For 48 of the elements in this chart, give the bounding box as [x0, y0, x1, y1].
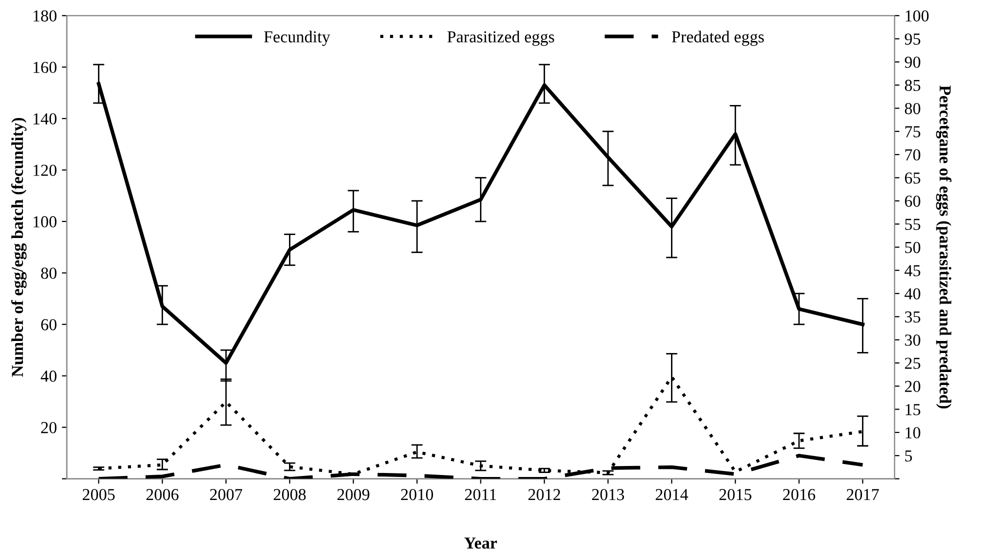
y2-tick-label: 10 [906, 427, 920, 438]
x-tick-label: 2011 [465, 488, 496, 500]
y2-tick-label: 70 [905, 149, 920, 161]
y2-tick-label: 85 [904, 80, 920, 92]
y2-axis-title: Percetgane of eggs (parasitized and predated) [936, 86, 952, 408]
y2-tick-label: 40 [904, 288, 920, 300]
x-tick-label: 2016 [783, 488, 816, 500]
y-axis-title: Number of egg/egg batch (fecundity) [11, 118, 27, 377]
y-tick-label: 100 [34, 216, 56, 228]
x-tick-label: 2007 [210, 488, 242, 500]
y2-tick-label: 55 [905, 218, 920, 230]
x-tick-label: 2008 [274, 488, 306, 500]
y2-tick-label: 75 [905, 126, 920, 138]
y2-tick-label: 90 [904, 56, 920, 68]
y2-tick-label: 65 [904, 172, 920, 184]
x-tick-label: 2015 [719, 488, 752, 500]
y-tick-label: 120 [34, 164, 56, 176]
y2-tick-label: 80 [904, 102, 920, 114]
y2-tick-label: 50 [905, 242, 920, 254]
x-tick-label: 2013 [592, 488, 624, 500]
x-tick-label: 2005 [82, 488, 115, 500]
y2-tick-label: 60 [904, 196, 920, 207]
y2-tick-label: 95 [904, 34, 920, 45]
y2-tick-label: 35 [905, 311, 920, 323]
y-tick-label: 160 [34, 62, 56, 74]
y-tick-label: 20 [41, 422, 56, 434]
y2-tick-label: 25 [904, 358, 920, 369]
y2-tick-label: 30 [905, 334, 920, 346]
x-tick-label: 2012 [528, 488, 560, 500]
x-tick-label: 2017 [846, 488, 879, 500]
x-tick-label: 2010 [401, 488, 434, 500]
y2-tick-label: 15 [906, 404, 920, 416]
y2-tick-label: 100 [906, 10, 929, 22]
legend-label: Predated eggs [672, 30, 764, 46]
x-tick-label: 2009 [337, 488, 370, 500]
x-tick-label: 2014 [656, 488, 688, 500]
legend-label: Parasitized eggs [447, 30, 554, 46]
y2-tick-label: 5 [905, 450, 912, 462]
y-tick-label: 80 [41, 268, 56, 279]
y2-tick-label: 45 [904, 265, 920, 276]
y-tick-label: 60 [41, 319, 56, 330]
x-tick-label: 2006 [146, 488, 179, 500]
legend-label: Fecundity [264, 30, 330, 46]
x-axis-title: Year [464, 538, 497, 549]
y-tick-label: 140 [34, 113, 56, 124]
y-tick-label: 40 [40, 370, 56, 382]
y2-tick-label: 20 [904, 380, 920, 392]
y-tick-label: 180 [34, 10, 56, 22]
